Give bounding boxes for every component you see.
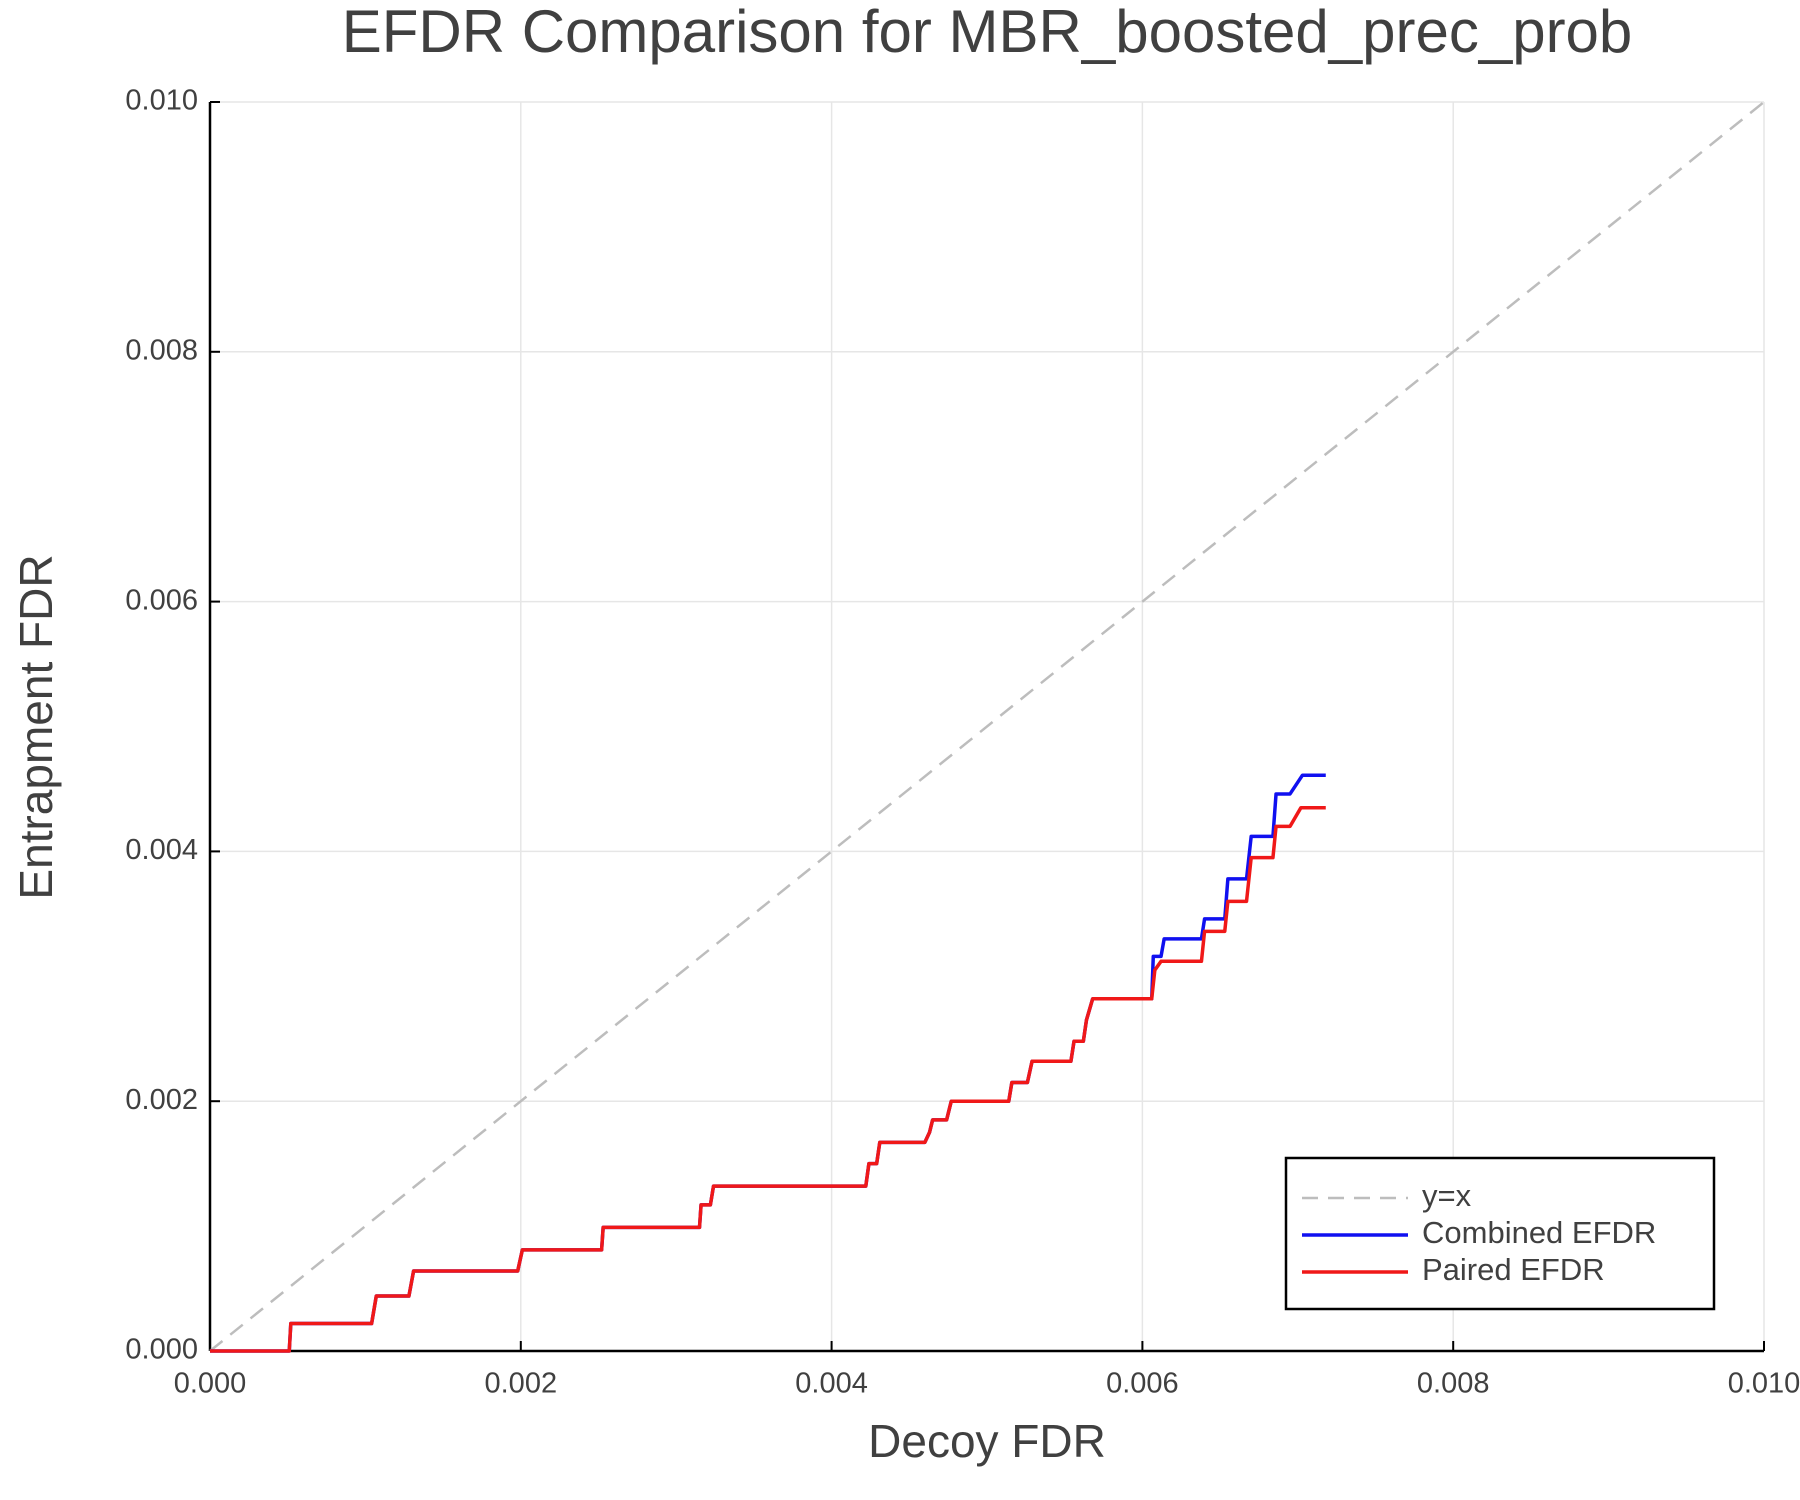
y-tick-label: 0.008 [125,334,198,366]
series-line [210,773,1326,1353]
chart-title: EFDR Comparison for MBR_boosted_prec_pro… [342,0,1633,65]
y-tick-label: 0.004 [125,834,198,866]
x-axis-label: Decoy FDR [868,1415,1106,1467]
x-tick-label: 0.002 [485,1368,558,1400]
legend-label: Paired EFDR [1422,1252,1605,1287]
series-line [209,101,1765,1352]
y-axis-label: Entrapment FDR [10,554,62,899]
x-tick-label: 0.008 [1417,1368,1490,1400]
x-tick-label: 0.006 [1106,1368,1179,1400]
x-tick-label: 0.000 [174,1368,247,1400]
x-tick-label: 0.010 [1728,1368,1800,1400]
series-line [210,805,1326,1353]
y-tick-label: 0.000 [125,1334,198,1366]
legend-label: y=x [1422,1178,1472,1213]
y-tick-label: 0.006 [125,584,198,616]
x-tick-label: 0.004 [795,1368,868,1400]
y-tick-label: 0.010 [125,85,198,117]
legend-label: Combined EFDR [1422,1215,1656,1250]
y-tick-label: 0.002 [125,1084,198,1116]
